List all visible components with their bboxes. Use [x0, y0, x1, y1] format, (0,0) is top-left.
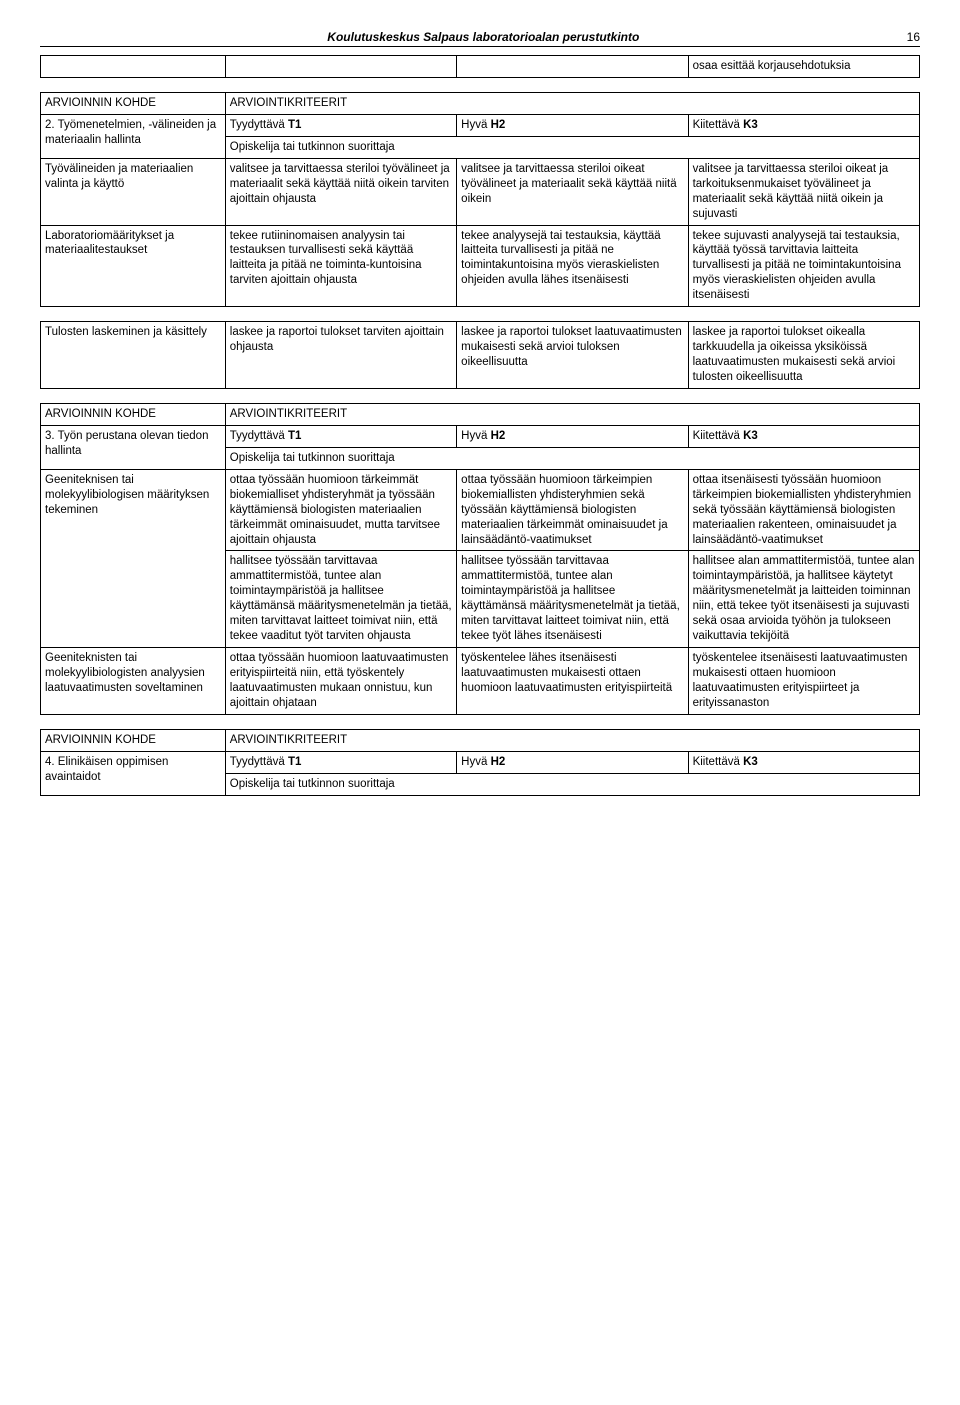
criterion-k3: tekee sujuvasti analyysejä tai testauksi… [688, 225, 919, 307]
criterion-k3: ottaa itsenäisesti työssään huomioon tär… [688, 469, 919, 551]
criterion-k3: työskentelee itsenäisesti laatuvaatimust… [688, 648, 919, 715]
criterion-label: Tulosten laskeminen ja käsittely [41, 322, 226, 389]
criterion-t1: hallitsee työssään tarvittavaa ammattite… [225, 551, 456, 648]
criterion-k3: valitsee ja tarvittaessa steriloi oikeat… [688, 158, 919, 225]
criterion-t1: ottaa työssään huomioon tärkeimmät bioke… [225, 469, 456, 551]
criterion-t1: tekee rutiininomaisen analyysin tai test… [225, 225, 456, 307]
opiskelija-row: Opiskelija tai tutkinnon suorittaja [225, 447, 919, 469]
section-label: ARVIOINNIN KOHDE [41, 403, 226, 425]
opiskelija-row: Opiskelija tai tutkinnon suorittaja [225, 136, 919, 158]
criterion-h2: valitsee ja tarvittaessa steriloi oikeat… [457, 158, 688, 225]
criterion-h2: työskentelee lähes itsenäisesti laatuvaa… [457, 648, 688, 715]
page-header: Koulutuskeskus Salpaus laboratorioalan p… [40, 30, 920, 47]
criterion-label: Laboratoriomääritykset ja materiaalitest… [41, 225, 226, 307]
section-label: ARVIOINNIN KOHDE [41, 92, 226, 114]
row-title: 4. Elinikäisen oppimisen avaintaidot [41, 751, 226, 795]
section-label: ARVIOINNIN KOHDE [41, 729, 226, 751]
assessment-table-2b: Tulosten laskeminen ja käsittely laskee … [40, 321, 920, 389]
level-h2: Hyvä H2 [457, 114, 688, 136]
criterion-k3: hallitsee alan ammattitermistöä, tuntee … [688, 551, 919, 648]
level-t1: Tyydyttävä T1 [225, 114, 456, 136]
level-t1: Tyydyttävä T1 [225, 751, 456, 773]
criterion-h2: laskee ja raportoi tulokset laatuvaatimu… [457, 322, 688, 389]
criterion-h2: tekee analyysejä tai testauksia, käyttää… [457, 225, 688, 307]
level-t1: Tyydyttävä T1 [225, 425, 456, 447]
opiskelija-row: Opiskelija tai tutkinnon suorittaja [225, 773, 919, 795]
criterion-label: Geeniteknisen tai molekyylibiologisen mä… [41, 469, 226, 647]
criterion-t1: laskee ja raportoi tulokset tarviten ajo… [225, 322, 456, 389]
criterion-t1: valitsee ja tarvittaessa steriloi työväl… [225, 158, 456, 225]
header-title: Koulutuskeskus Salpaus laboratorioalan p… [80, 30, 887, 44]
page-number: 16 [907, 30, 920, 44]
assessment-table-3: ARVIOINNIN KOHDE ARVIOINTIKRITEERIT 3. T… [40, 403, 920, 715]
criterion-t1: ottaa työssään huomioon laatuvaatimusten… [225, 648, 456, 715]
empty-cell [457, 56, 688, 78]
criterion-label: Työvälineiden ja materiaalien valinta ja… [41, 158, 226, 225]
empty-cell [41, 56, 226, 78]
level-k3: Kiitettävä K3 [688, 114, 919, 136]
section-criteria: ARVIOINTIKRITEERIT [225, 403, 919, 425]
level-k3: Kiitettävä K3 [688, 751, 919, 773]
section-criteria: ARVIOINTIKRITEERIT [225, 92, 919, 114]
level-h2: Hyvä H2 [457, 425, 688, 447]
row-title: 2. Työmenetelmien, -välineiden ja materi… [41, 114, 226, 158]
row-title: 3. Työn perustana olevan tiedon hallinta [41, 425, 226, 469]
empty-cell [225, 56, 456, 78]
assessment-table-2: ARVIOINNIN KOHDE ARVIOINTIKRITEERIT 2. T… [40, 92, 920, 307]
pretable-cell: osaa esittää korjausehdotuksia [688, 56, 919, 78]
criterion-k3: laskee ja raportoi tulokset oikealla tar… [688, 322, 919, 389]
criterion-h2: hallitsee työssään tarvittavaa ammattite… [457, 551, 688, 648]
level-k3: Kiitettävä K3 [688, 425, 919, 447]
criterion-label: Geeniteknisten tai molekyylibiologisten … [41, 648, 226, 715]
assessment-table-4: ARVIOINNIN KOHDE ARVIOINTIKRITEERIT 4. E… [40, 729, 920, 796]
section-criteria: ARVIOINTIKRITEERIT [225, 729, 919, 751]
criterion-h2: ottaa työssään huomioon tärkeimpien biok… [457, 469, 688, 551]
level-h2: Hyvä H2 [457, 751, 688, 773]
pre-fragment-table: osaa esittää korjausehdotuksia [40, 55, 920, 78]
